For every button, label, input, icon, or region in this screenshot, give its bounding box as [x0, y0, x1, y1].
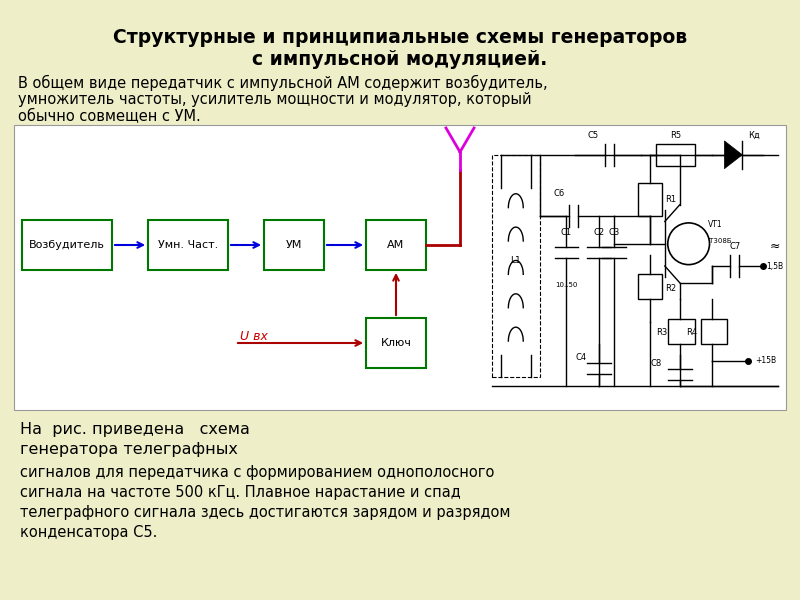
Text: VT1: VT1 [708, 220, 722, 229]
Text: АМ: АМ [387, 240, 405, 250]
Bar [148, 220, 228, 270]
Text: УМ: УМ [286, 240, 302, 250]
Text: с импульсной модуляцией.: с импульсной модуляцией. [252, 50, 548, 69]
Text: ≈: ≈ [770, 240, 780, 253]
Text: В общем виде передатчик с импульсной АМ содержит возбудитель,: В общем виде передатчик с импульсной АМ … [18, 75, 548, 91]
Text: C8: C8 [650, 359, 662, 368]
Bar [366, 318, 426, 368]
Text: R2: R2 [665, 284, 676, 293]
Text: Структурные и принципиальные схемы генераторов: Структурные и принципиальные схемы генер… [113, 28, 687, 47]
Text: сигналов для передатчика с формированием однополосного: сигналов для передатчика с формированием… [20, 465, 494, 480]
Circle shape [668, 223, 710, 265]
Text: умножитель частоты, усилитель мощности и модулятор, который: умножитель частоты, усилитель мощности и… [18, 92, 532, 107]
Polygon shape [725, 141, 742, 169]
Text: конденсатора С5.: конденсатора С5. [20, 525, 158, 540]
Text: U вх: U вх [240, 331, 268, 343]
Text: R1: R1 [665, 195, 676, 204]
Text: Ключ: Ключ [381, 338, 411, 348]
Text: сигнала на частоте 500 кГц. Плавное нарастание и спад: сигнала на частоте 500 кГц. Плавное нара… [20, 485, 461, 500]
Text: C3: C3 [609, 228, 620, 237]
Bar [366, 220, 426, 270]
Bar [264, 220, 324, 270]
Text: C4: C4 [576, 353, 587, 362]
Text: C2: C2 [594, 228, 605, 237]
Text: генератора телеграфных: генератора телеграфных [20, 442, 238, 457]
Text: ГТ308Б: ГТ308Б [705, 238, 732, 244]
Text: На  рис. приведена   схема: На рис. приведена схема [20, 422, 250, 437]
Bar [638, 274, 662, 299]
Bar [638, 182, 662, 216]
Bar [668, 319, 694, 344]
Text: R3: R3 [656, 328, 667, 337]
Bar [492, 155, 540, 377]
Text: Кд: Кд [748, 131, 760, 140]
Text: C6: C6 [554, 189, 565, 198]
Text: C7: C7 [730, 242, 741, 251]
Text: 1,5В: 1,5В [766, 262, 784, 271]
Text: R4: R4 [686, 328, 698, 337]
Bar [14, 125, 786, 410]
Text: R5: R5 [670, 131, 681, 140]
Bar [701, 319, 727, 344]
Bar [656, 143, 694, 166]
Text: C5: C5 [588, 131, 599, 140]
Text: Возбудитель: Возбудитель [29, 240, 105, 250]
Bar [22, 220, 112, 270]
Text: обычно совмещен с УМ.: обычно совмещен с УМ. [18, 109, 201, 124]
Text: C1: C1 [561, 228, 572, 237]
Text: +15В: +15В [755, 356, 777, 365]
Text: 10..50: 10..50 [555, 283, 578, 289]
Text: Умн. Част.: Умн. Част. [158, 240, 218, 250]
Text: телеграфного сигнала здесь достигаются зарядом и разрядом: телеграфного сигнала здесь достигаются з… [20, 505, 510, 520]
Text: L1: L1 [510, 256, 521, 265]
